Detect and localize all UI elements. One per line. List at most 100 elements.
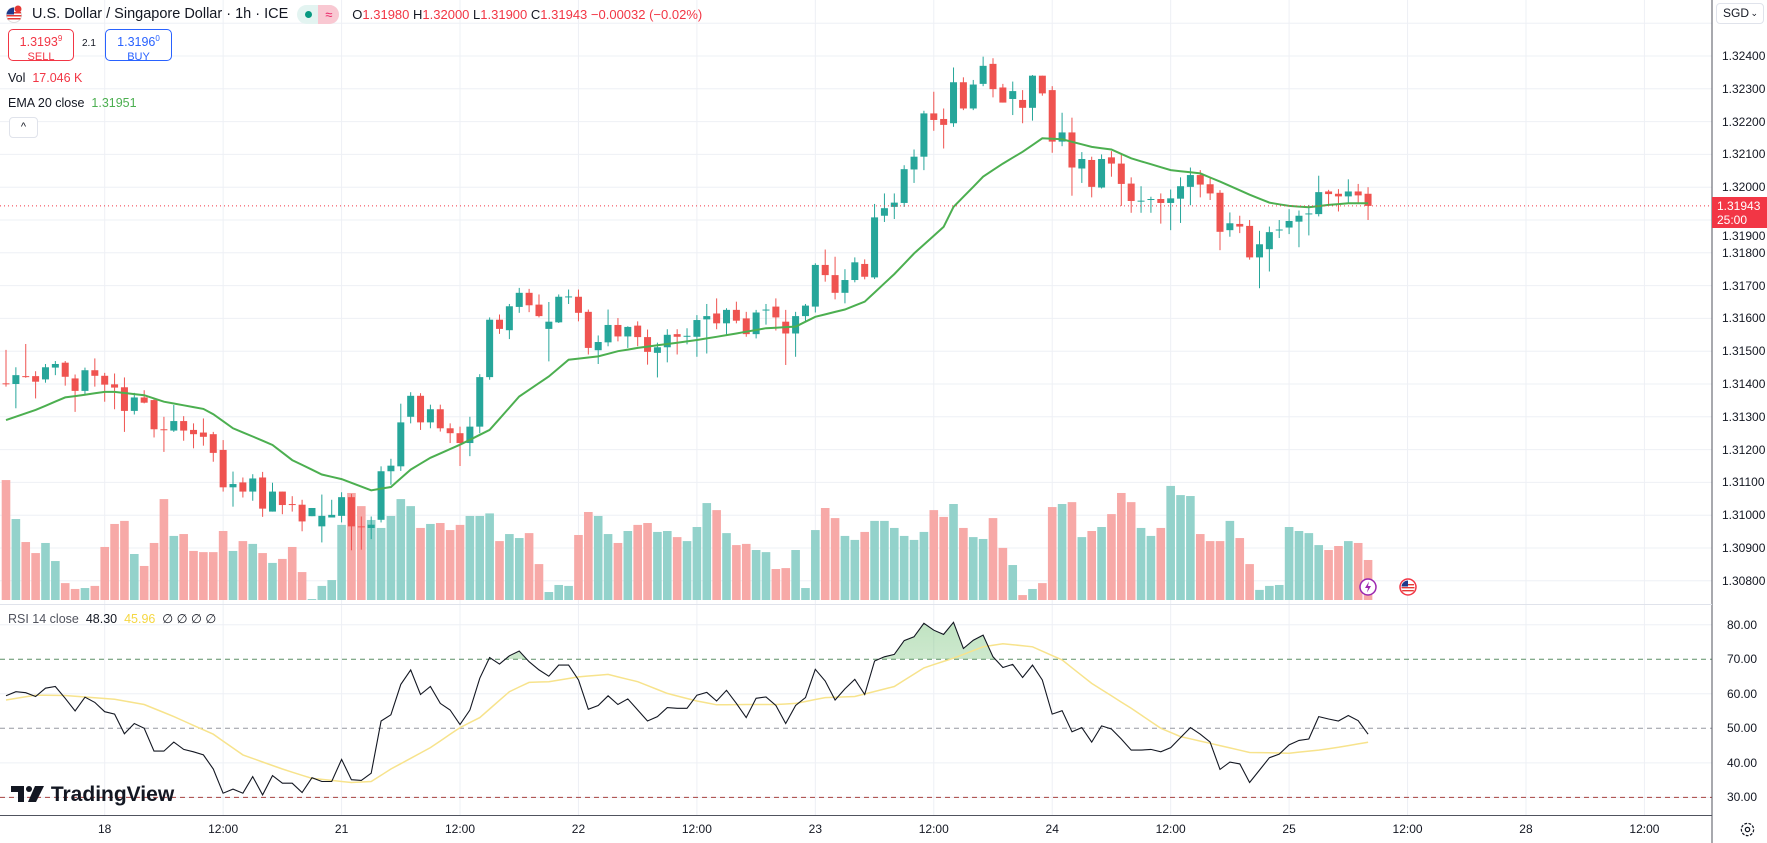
volume-bar xyxy=(751,550,761,600)
currency-label: SGD xyxy=(1723,6,1750,20)
candle-body xyxy=(1177,186,1185,199)
price-tick-label: 1.31600 xyxy=(1722,311,1766,326)
candle-body xyxy=(644,337,652,352)
candle-body xyxy=(1354,191,1362,196)
collapse-legend-button[interactable]: ^ xyxy=(9,117,38,138)
volume-bar xyxy=(1304,533,1314,600)
candle xyxy=(959,77,967,111)
sell-button[interactable]: 1.31939 SELL xyxy=(8,29,74,63)
volume-bar xyxy=(623,530,633,600)
candle xyxy=(170,404,178,432)
symbol-title[interactable]: U.S. Dollar / Singapore Dollar · 1h · IC… xyxy=(32,6,289,22)
volume-bar xyxy=(1166,485,1175,600)
time-tick-label: 12:00 xyxy=(1155,822,1186,836)
candle-body xyxy=(170,421,178,431)
candle xyxy=(1334,189,1342,212)
gear-icon[interactable] xyxy=(1739,821,1756,838)
candle-body xyxy=(338,497,346,516)
candle-body xyxy=(841,280,849,293)
chevron-down-icon: ⌄ xyxy=(1750,8,1758,18)
candle xyxy=(851,257,859,283)
candle-body xyxy=(1186,175,1194,187)
candle xyxy=(634,321,642,347)
candle-body xyxy=(120,387,128,411)
candle xyxy=(772,298,780,331)
rsi-legend-label: RSI 14 close xyxy=(8,612,79,626)
candle-body xyxy=(1009,91,1017,99)
volume-bar xyxy=(1284,527,1294,600)
candle xyxy=(624,326,632,348)
volume-bar xyxy=(1255,589,1264,600)
candle-body xyxy=(752,312,760,335)
candle xyxy=(288,496,296,512)
volume-bar xyxy=(90,585,100,600)
rsi-ma-legend-value: 45.96 xyxy=(124,612,156,626)
currency-selector[interactable]: SGD ⌄ xyxy=(1716,3,1764,24)
volume-bar xyxy=(268,562,277,600)
volume-bar xyxy=(850,539,860,600)
candle-body xyxy=(762,309,770,311)
volume-bar xyxy=(978,538,988,600)
volume-bar xyxy=(179,534,188,600)
open-label: O xyxy=(352,6,363,22)
candle xyxy=(1265,226,1273,272)
candle-body xyxy=(1305,213,1313,215)
candle xyxy=(367,516,375,540)
time-tick-label: 12:00 xyxy=(445,822,476,836)
candle-body xyxy=(22,376,30,378)
volume-bar xyxy=(327,580,337,600)
volume-bar xyxy=(662,530,672,600)
volume-bar xyxy=(238,541,248,600)
candle-body xyxy=(1068,132,1076,168)
rsi-legend[interactable]: RSI 14 close 48.30 45.96 ∅ ∅ ∅ ∅ xyxy=(8,611,216,626)
candle-body xyxy=(1285,220,1293,228)
volume-bar xyxy=(366,519,376,600)
candle-body xyxy=(584,311,592,348)
volume-bar xyxy=(80,588,90,600)
candle-body xyxy=(101,375,109,385)
lightning-event-icon[interactable] xyxy=(1359,578,1377,596)
candle xyxy=(1147,196,1155,213)
candle-body xyxy=(1088,159,1096,187)
volume-bar xyxy=(840,535,850,600)
candle xyxy=(496,314,503,334)
candle-body xyxy=(703,316,711,320)
bar-countdown: 25:00 xyxy=(1717,213,1748,227)
candle-body xyxy=(2,383,10,385)
us-economic-event-flag-icon[interactable] xyxy=(1399,578,1417,596)
ema-legend[interactable]: EMA 20 close 1.31951 xyxy=(8,96,137,110)
candle xyxy=(229,471,237,507)
rsi-line xyxy=(5,621,1369,797)
volume-legend[interactable]: Vol 17.046 K xyxy=(8,71,82,85)
candle-body xyxy=(1206,184,1214,194)
candle xyxy=(890,193,898,220)
candle-body xyxy=(41,367,49,380)
status-indicators[interactable]: ≈ xyxy=(297,4,340,24)
volume-bar xyxy=(386,515,396,600)
rsi-tick-label: 30.00 xyxy=(1727,790,1758,805)
volume-bar xyxy=(998,547,1008,600)
candle xyxy=(1226,212,1234,237)
time-tick-label: 12:00 xyxy=(1629,822,1660,836)
candle xyxy=(1216,190,1224,251)
current-price-value: 1.31943 xyxy=(1717,199,1761,213)
candle xyxy=(436,404,444,432)
candle-body xyxy=(278,491,286,506)
price-tick-label: 1.32200 xyxy=(1722,114,1766,129)
candle-body xyxy=(407,395,415,417)
candle-body xyxy=(940,118,948,125)
volume-bar xyxy=(899,535,909,600)
rsi-legend-value: 48.30 xyxy=(85,612,118,626)
candle xyxy=(535,294,543,318)
candle-body xyxy=(555,296,563,323)
volume-bar xyxy=(1353,542,1363,600)
us-sg-flag-icon xyxy=(6,5,22,23)
candle xyxy=(101,372,109,402)
tradingview-logo[interactable]: TradingView xyxy=(11,783,174,807)
volume-bar xyxy=(653,531,662,600)
buy-button[interactable]: 1.31960 BUY xyxy=(105,29,172,63)
price-tick-label: 1.31900 xyxy=(1722,229,1766,243)
candle-body xyxy=(476,377,484,427)
volume-bar xyxy=(1314,545,1324,600)
